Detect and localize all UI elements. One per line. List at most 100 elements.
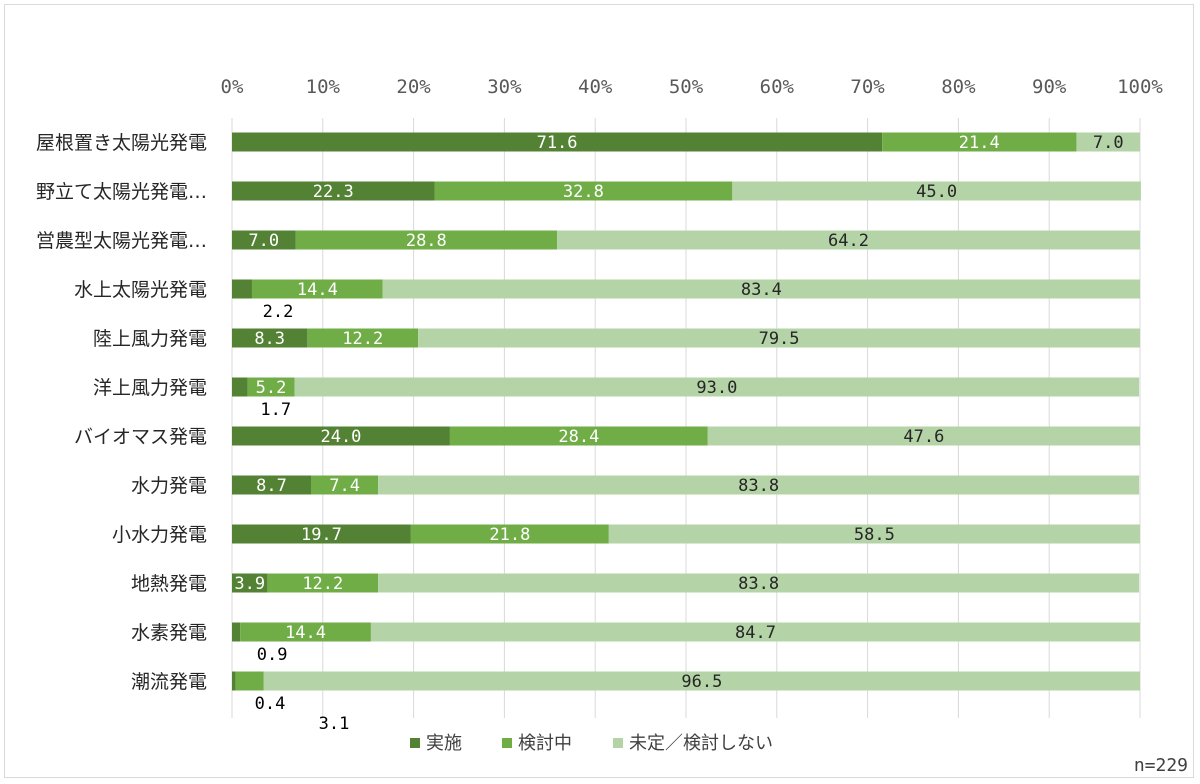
data-label: 22.3 [313, 182, 354, 202]
category-label: 水上太陽光発電 [74, 279, 207, 301]
data-label: 8.3 [254, 329, 285, 349]
chart-frame [4, 4, 1194, 778]
category-label: 陸上風力発電 [93, 328, 207, 350]
x-tick-label: 90% [1032, 76, 1067, 98]
data-label: 7.0 [248, 231, 279, 251]
category-label: 営農型太陽光発電… [36, 230, 207, 252]
bar-segment [382, 279, 1140, 299]
category-label: 野立て太陽光発電… [36, 181, 207, 203]
data-label: 21.8 [489, 525, 530, 545]
legend-swatch [410, 738, 420, 748]
bar-segment [232, 475, 311, 495]
bar-segment [608, 524, 1140, 544]
data-label: 21.4 [959, 133, 1000, 153]
x-tick-label: 10% [306, 76, 341, 98]
category-label: 潮流発電 [131, 671, 207, 693]
data-label: 8.7 [256, 476, 287, 496]
x-tick-label: 70% [850, 76, 885, 98]
data-label: 47.6 [903, 427, 944, 447]
data-label: 3.1 [319, 714, 350, 734]
bar-segment [232, 377, 248, 397]
data-label: 19.7 [301, 525, 342, 545]
data-label: 83.8 [738, 476, 779, 496]
bar-segment [378, 573, 1140, 593]
bar-segment [882, 132, 1077, 152]
data-label: 24.0 [320, 427, 361, 447]
data-label: 12.2 [302, 574, 343, 594]
x-tick-label: 60% [760, 76, 795, 98]
category-label: 屋根置き太陽光発電 [36, 132, 207, 154]
legend-label: 実施 [426, 733, 462, 754]
category-label: 水素発電 [131, 622, 207, 644]
data-label: 32.8 [563, 182, 604, 202]
bar-segment [232, 132, 883, 152]
bar-segment [378, 475, 1140, 495]
data-label: 84.7 [735, 623, 776, 643]
bar-segment [251, 279, 383, 299]
category-label: 小水力発電 [112, 524, 207, 546]
legend-label: 検討中 [518, 733, 572, 754]
data-label: 28.8 [406, 231, 447, 251]
sample-size-note: n=229 [1134, 755, 1188, 776]
data-label: 7.4 [329, 476, 360, 496]
data-label: 58.5 [854, 525, 895, 545]
bar-segment [235, 671, 264, 691]
bar-segment [240, 622, 371, 642]
bar-segment [434, 181, 733, 201]
bar-segment [232, 279, 252, 299]
data-label: 71.6 [537, 133, 578, 153]
bar-segment [232, 524, 411, 544]
legend-swatch [502, 738, 512, 748]
bar-segment [263, 671, 1140, 691]
x-tick-label: 40% [578, 76, 613, 98]
category-label: 洋上風力発電 [93, 377, 207, 399]
legend-swatch [613, 738, 623, 748]
data-label: 28.4 [558, 427, 599, 447]
data-label: 5.2 [256, 378, 287, 398]
bar-segment [232, 181, 435, 201]
bar-segment [707, 426, 1140, 446]
bar-segment [232, 622, 241, 642]
category-label: バイオマス発電 [74, 426, 207, 448]
legend-label: 未定／検討しない [629, 733, 773, 754]
bar-segment [557, 230, 1140, 250]
data-label: 93.0 [696, 378, 737, 398]
data-label: 96.5 [681, 672, 722, 692]
x-tick-label: 50% [669, 76, 704, 98]
bar-segment [418, 328, 1140, 348]
bar-segment [232, 328, 308, 348]
data-label: 7.0 [1093, 133, 1124, 153]
bar-segment [307, 328, 419, 348]
data-label: 0.4 [255, 694, 286, 714]
x-tick-label: 0% [221, 76, 244, 98]
data-label: 2.2 [263, 302, 294, 322]
x-tick-label: 30% [487, 76, 522, 98]
data-label: 0.9 [257, 645, 288, 665]
bar-segment [267, 573, 379, 593]
data-label: 83.8 [738, 574, 779, 594]
bar-segment [232, 230, 296, 250]
x-tick-label: 100% [1117, 76, 1163, 98]
data-label: 14.4 [285, 623, 326, 643]
data-label: 14.4 [297, 280, 338, 300]
data-label: 83.4 [741, 280, 782, 300]
data-label: 64.2 [828, 231, 869, 251]
bar-segment [294, 377, 1140, 397]
bar-segment [232, 426, 450, 446]
bar-segment [1076, 132, 1140, 152]
data-label: 3.9 [234, 574, 265, 594]
bar-segment [247, 377, 295, 397]
bar-segment [449, 426, 708, 446]
data-label: 12.2 [342, 329, 383, 349]
x-tick-label: 80% [941, 76, 976, 98]
bar-segment [410, 524, 609, 544]
bar-segment [232, 671, 236, 691]
bar-segment [295, 230, 558, 250]
data-label: 1.7 [260, 400, 291, 420]
category-label: 水力発電 [131, 475, 207, 497]
bar-segment [370, 622, 1140, 642]
category-label: 地熱発電 [131, 573, 207, 595]
x-tick-label: 20% [396, 76, 431, 98]
bar-segment [732, 181, 1141, 201]
